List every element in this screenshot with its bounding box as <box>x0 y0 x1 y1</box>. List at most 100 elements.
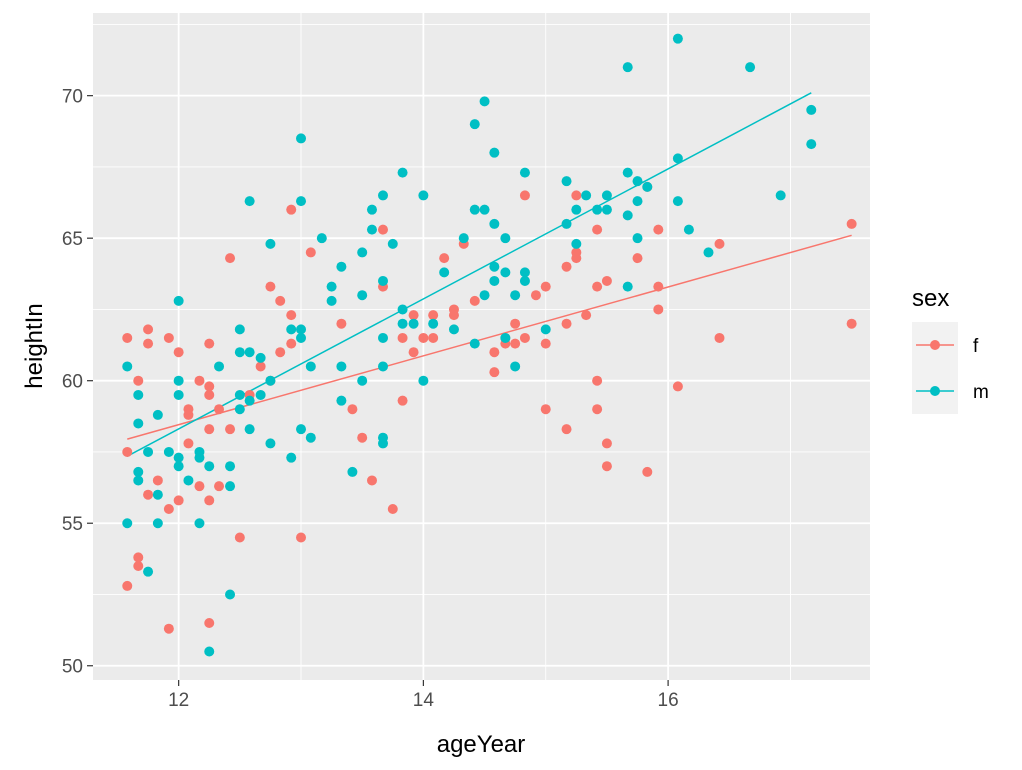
point-m <box>225 589 236 600</box>
point-m <box>510 290 521 301</box>
point-f <box>672 381 683 392</box>
point-m <box>540 324 551 335</box>
point-f <box>347 404 358 415</box>
point-f <box>540 404 551 415</box>
point-f <box>571 253 582 264</box>
point-f <box>225 424 236 435</box>
y-tick-label: 65 <box>62 229 83 250</box>
point-m <box>581 190 592 201</box>
legend-entry-f: f <box>912 322 979 368</box>
point-m <box>377 190 388 201</box>
y-tick-label: 70 <box>62 87 83 108</box>
point-m <box>225 481 236 492</box>
x-axis-title: ageYear <box>437 731 526 758</box>
point-f <box>510 318 521 329</box>
point-m <box>265 438 276 449</box>
point-f <box>133 560 144 571</box>
point-m <box>296 332 307 343</box>
y-axis-title: heightIn <box>21 303 48 388</box>
point-f <box>143 489 154 500</box>
point-m <box>296 133 307 144</box>
point-f <box>163 503 174 514</box>
point-f <box>133 552 144 563</box>
point-f <box>286 338 297 349</box>
point-m <box>377 332 388 343</box>
point-f <box>173 495 184 506</box>
point-f <box>183 409 194 420</box>
point-m <box>387 238 398 249</box>
point-m <box>225 461 236 472</box>
point-m <box>489 261 500 272</box>
point-m <box>194 518 205 529</box>
point-f <box>592 281 603 292</box>
point-m <box>469 338 480 349</box>
point-f <box>428 310 439 321</box>
point-m <box>357 290 368 301</box>
point-f <box>653 281 664 292</box>
point-f <box>530 290 541 301</box>
point-f <box>214 481 225 492</box>
point-f <box>653 224 664 235</box>
point-m <box>204 646 215 657</box>
point-m <box>439 267 450 278</box>
point-f <box>387 503 398 514</box>
point-m <box>234 389 245 400</box>
point-m <box>571 238 582 249</box>
point-m <box>479 96 490 107</box>
point-m <box>152 409 163 420</box>
point-m <box>479 290 490 301</box>
point-m <box>418 190 429 201</box>
point-m <box>622 210 633 221</box>
point-m <box>163 446 174 457</box>
point-f <box>397 332 408 343</box>
point-m <box>632 196 643 207</box>
point-m <box>366 224 377 235</box>
point-m <box>265 238 276 249</box>
point-f <box>519 332 530 343</box>
point-m <box>316 233 327 244</box>
y-tick-label: 55 <box>62 514 83 535</box>
point-m <box>336 361 347 372</box>
point-f <box>592 224 603 235</box>
point-m <box>133 466 144 477</box>
point-m <box>745 62 756 73</box>
point-m <box>622 281 633 292</box>
point-m <box>489 275 500 286</box>
legend-dot-m <box>930 386 940 396</box>
point-f <box>122 580 133 591</box>
point-m <box>418 375 429 386</box>
point-f <box>265 281 276 292</box>
point-m <box>622 62 633 73</box>
point-f <box>366 475 377 486</box>
point-f <box>163 623 174 634</box>
point-m <box>448 324 459 335</box>
point-f <box>469 295 480 306</box>
point-m <box>244 196 255 207</box>
point-f <box>204 389 215 400</box>
point-m <box>234 404 245 415</box>
point-f <box>204 495 215 506</box>
point-m <box>214 361 225 372</box>
point-f <box>377 224 388 235</box>
point-f <box>846 318 857 329</box>
point-m <box>244 424 255 435</box>
point-m <box>183 475 194 486</box>
point-m <box>489 218 500 229</box>
point-f <box>143 324 154 335</box>
point-m <box>592 204 603 215</box>
point-f <box>561 261 572 272</box>
point-m <box>377 275 388 286</box>
point-f <box>581 310 592 321</box>
major-gridlines <box>93 13 870 680</box>
y-axis: 50 55 60 65 70 <box>62 87 93 678</box>
point-f <box>439 253 450 264</box>
point-m <box>500 267 511 278</box>
point-f <box>286 310 297 321</box>
point-m <box>296 196 307 207</box>
point-m <box>133 418 144 429</box>
point-m <box>642 181 653 192</box>
point-f <box>642 466 653 477</box>
x-tick-label: 12 <box>168 690 189 711</box>
point-f <box>397 395 408 406</box>
